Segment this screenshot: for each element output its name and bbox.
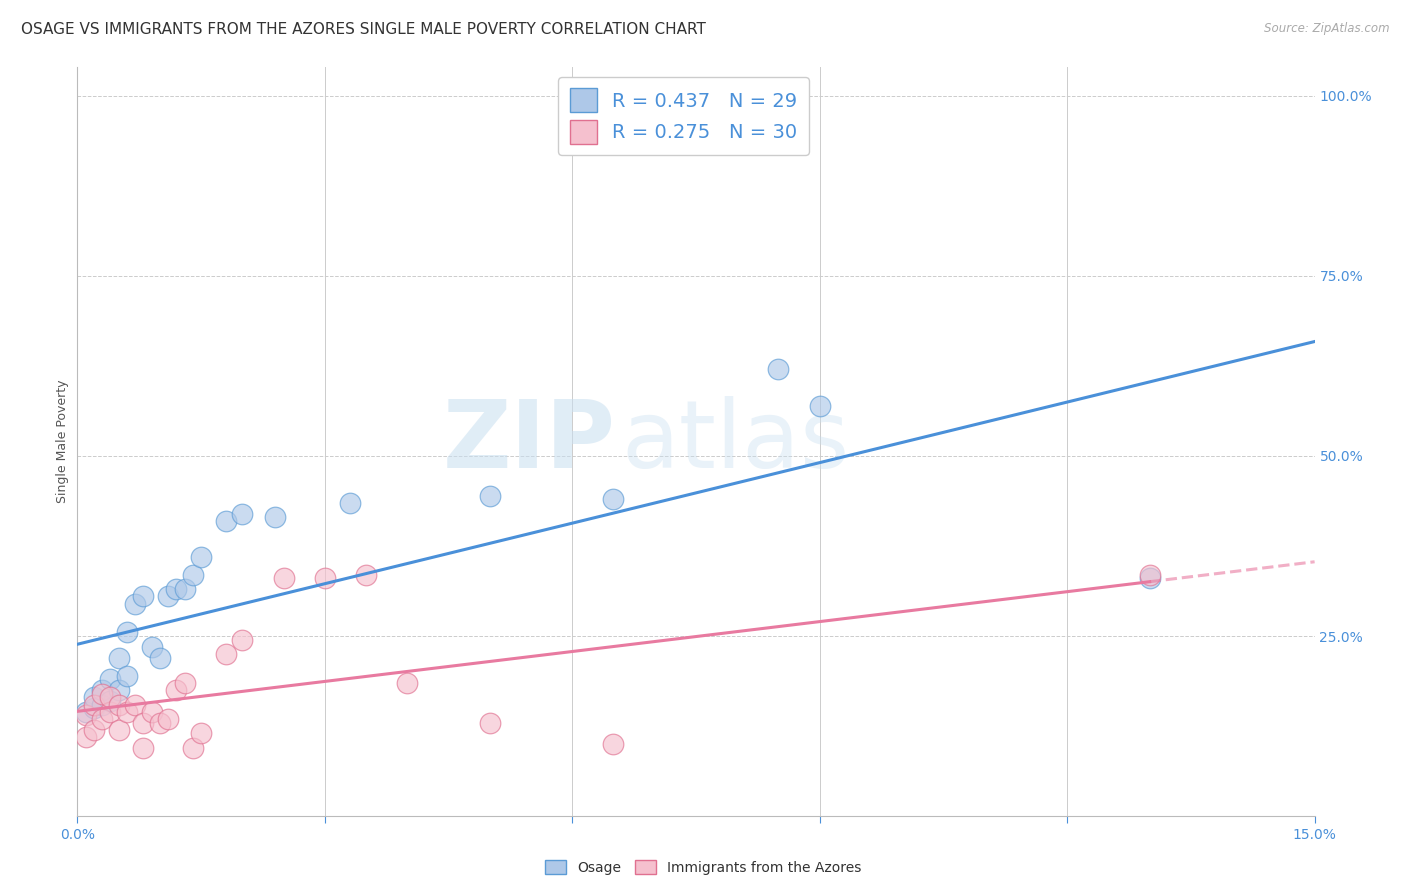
Point	[478, 715, 501, 730]
Point	[141, 705, 163, 719]
Point	[273, 571, 295, 585]
Point	[98, 673, 121, 687]
Point	[396, 676, 419, 690]
Point	[768, 362, 790, 376]
Point	[83, 690, 105, 705]
Point	[141, 640, 163, 654]
Point	[1139, 571, 1161, 585]
Point	[478, 489, 501, 503]
Point	[215, 514, 238, 528]
Point	[83, 698, 105, 712]
Point	[231, 632, 253, 647]
Point	[339, 496, 361, 510]
Point	[107, 683, 129, 698]
Point	[83, 701, 105, 715]
Point	[98, 705, 121, 719]
Point	[91, 687, 114, 701]
Legend: R = 0.437   N = 29, R = 0.275   N = 30: R = 0.437 N = 29, R = 0.275 N = 30	[558, 77, 810, 155]
Point	[83, 723, 105, 737]
Point	[181, 740, 204, 755]
Point	[314, 571, 336, 585]
Point	[132, 715, 155, 730]
Point	[157, 712, 180, 726]
Point	[173, 676, 195, 690]
Point	[91, 698, 114, 712]
Point	[602, 492, 624, 507]
Text: atlas: atlas	[621, 395, 851, 488]
Point	[165, 683, 187, 698]
Point	[132, 740, 155, 755]
Point	[215, 647, 238, 661]
Point	[149, 650, 172, 665]
Point	[75, 708, 97, 723]
Point	[149, 715, 172, 730]
Point	[165, 582, 187, 597]
Point	[107, 698, 129, 712]
Point	[264, 510, 287, 524]
Point	[132, 590, 155, 604]
Text: ZIP: ZIP	[443, 395, 616, 488]
Point	[190, 726, 212, 740]
Point	[91, 683, 114, 698]
Point	[98, 690, 121, 705]
Point	[354, 567, 377, 582]
Point	[91, 712, 114, 726]
Point	[157, 590, 180, 604]
Point	[181, 567, 204, 582]
Point	[115, 705, 138, 719]
Point	[115, 669, 138, 683]
Text: OSAGE VS IMMIGRANTS FROM THE AZORES SINGLE MALE POVERTY CORRELATION CHART: OSAGE VS IMMIGRANTS FROM THE AZORES SING…	[21, 22, 706, 37]
Point	[808, 399, 831, 413]
Point	[75, 730, 97, 744]
Point	[115, 625, 138, 640]
Point	[190, 549, 212, 564]
Point	[107, 723, 129, 737]
Point	[173, 582, 195, 597]
Point	[107, 650, 129, 665]
Point	[1139, 567, 1161, 582]
Y-axis label: Single Male Poverty: Single Male Poverty	[56, 380, 69, 503]
Point	[98, 694, 121, 708]
Point	[124, 698, 146, 712]
Point	[231, 507, 253, 521]
Point	[124, 597, 146, 611]
Text: Source: ZipAtlas.com: Source: ZipAtlas.com	[1264, 22, 1389, 36]
Legend: Osage, Immigrants from the Azores: Osage, Immigrants from the Azores	[540, 855, 866, 880]
Point	[602, 737, 624, 751]
Point	[75, 705, 97, 719]
